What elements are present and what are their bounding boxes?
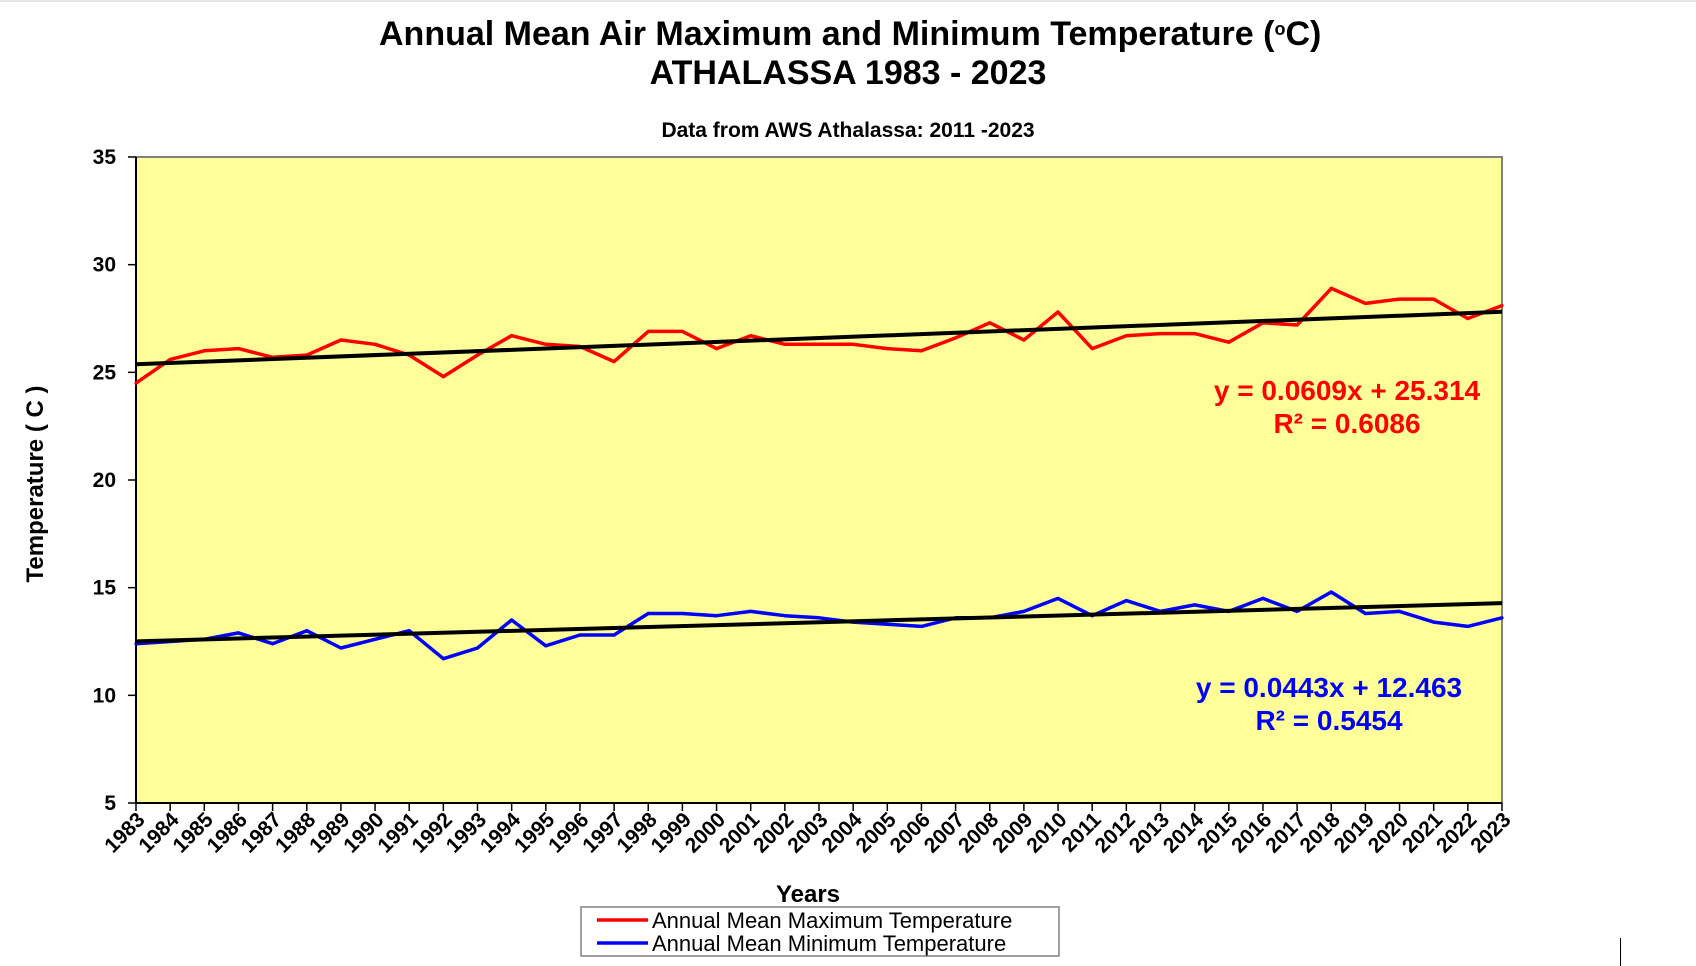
data-point bbox=[1124, 598, 1128, 603]
data-point bbox=[373, 637, 377, 641]
top-divider bbox=[0, 0, 1696, 2]
y-tick-label: 25 bbox=[93, 361, 117, 384]
chart-title-line2: ATHALASSA 1983 - 2023 bbox=[650, 54, 1047, 92]
chart-title-line1: Annual Mean Air Maximum and Minimum Temp… bbox=[379, 15, 1321, 53]
data-point bbox=[1193, 603, 1197, 607]
data-point bbox=[1227, 340, 1231, 344]
y-tick-label: 35 bbox=[93, 146, 117, 169]
data-point bbox=[646, 611, 650, 616]
x-axis-title: Years bbox=[776, 881, 840, 908]
data-point bbox=[1022, 609, 1026, 613]
data-point bbox=[817, 342, 821, 346]
trendline-min bbox=[135, 601, 1503, 644]
data-point bbox=[339, 646, 343, 650]
data-point bbox=[1158, 331, 1163, 336]
data-point bbox=[510, 334, 514, 338]
min-trend-r2: R² = 0.5454 bbox=[1255, 705, 1403, 736]
y-tick-label: 10 bbox=[93, 684, 116, 707]
data-point bbox=[1090, 347, 1094, 351]
data-point bbox=[305, 629, 309, 633]
data-point bbox=[1329, 590, 1333, 594]
min-trend-equation: y = 0.0443x + 12.463 bbox=[1196, 672, 1462, 703]
max-trend-r2: R² = 0.6086 bbox=[1273, 408, 1420, 439]
data-point bbox=[544, 644, 548, 648]
trendline-max bbox=[135, 309, 1503, 367]
data-point bbox=[919, 624, 924, 629]
data-point bbox=[749, 609, 753, 613]
y-axis: 5 10 15 20 25 30 35 bbox=[93, 146, 137, 815]
data-point bbox=[1397, 297, 1402, 301]
data-point bbox=[373, 342, 377, 346]
y-tick-label: 15 bbox=[93, 577, 117, 600]
data-point bbox=[749, 334, 753, 338]
data-point bbox=[1363, 301, 1367, 306]
chart-subtitle: Data from AWS Athalassa: 2011 -2023 bbox=[661, 119, 1034, 142]
data-point bbox=[1466, 624, 1470, 629]
x-tick-label: 2023 bbox=[1466, 808, 1515, 857]
data-point bbox=[134, 381, 138, 385]
data-point bbox=[988, 321, 992, 325]
x-axis: 1983198419851986198719881989199019911992… bbox=[100, 802, 1516, 858]
data-point bbox=[1261, 596, 1265, 601]
data-point bbox=[1056, 596, 1060, 601]
data-point bbox=[1056, 310, 1060, 314]
data-point bbox=[168, 357, 172, 362]
data-point bbox=[1022, 338, 1026, 342]
data-point bbox=[578, 633, 582, 637]
data-point bbox=[1432, 297, 1436, 301]
max-trend-equation: y = 0.0609x + 25.314 bbox=[1214, 375, 1481, 406]
data-point bbox=[783, 342, 787, 346]
data-point bbox=[1363, 611, 1367, 616]
data-point bbox=[646, 329, 650, 334]
data-point bbox=[612, 359, 616, 364]
data-point bbox=[680, 329, 685, 334]
data-point bbox=[1193, 331, 1197, 336]
trendline-group bbox=[135, 309, 1503, 644]
data-point bbox=[1500, 616, 1504, 620]
data-point bbox=[714, 347, 719, 351]
data-point bbox=[1466, 316, 1470, 321]
data-point bbox=[885, 347, 889, 351]
data-point bbox=[1432, 620, 1436, 624]
data-point bbox=[714, 614, 719, 618]
data-point bbox=[475, 353, 480, 357]
data-point bbox=[1329, 286, 1333, 290]
legend-label-max: Annual Mean Maximum Temperature bbox=[652, 908, 1012, 933]
data-point bbox=[680, 611, 685, 616]
data-point bbox=[612, 633, 616, 637]
data-point bbox=[271, 642, 275, 646]
series-group bbox=[134, 286, 1504, 661]
data-point bbox=[236, 631, 241, 635]
data-point bbox=[954, 336, 958, 340]
legend-label-min: Annual Mean Minimum Temperature bbox=[652, 931, 1006, 956]
data-point bbox=[202, 349, 206, 353]
data-point bbox=[783, 614, 787, 618]
legend: Annual Mean Maximum Temperature Annual M… bbox=[580, 906, 1060, 957]
title-degree-sign: o bbox=[1274, 19, 1285, 39]
data-point bbox=[885, 622, 889, 626]
legend-box bbox=[580, 906, 1060, 957]
data-point bbox=[441, 657, 445, 661]
y-tick-label: 20 bbox=[93, 469, 116, 492]
data-point bbox=[1500, 303, 1504, 308]
data-point bbox=[1295, 323, 1299, 327]
data-point bbox=[475, 646, 480, 650]
text-cursor bbox=[1620, 938, 1621, 966]
data-point bbox=[441, 375, 445, 379]
data-point bbox=[407, 629, 411, 633]
y-axis-title: Temperature ( C ) bbox=[22, 386, 49, 583]
y-tick-label: 30 bbox=[93, 254, 116, 277]
data-point bbox=[236, 347, 241, 351]
data-point bbox=[1397, 609, 1402, 613]
y-tick-label: 5 bbox=[104, 792, 116, 815]
data-point bbox=[544, 342, 548, 346]
data-point bbox=[339, 338, 343, 342]
data-point bbox=[817, 616, 821, 620]
data-point bbox=[510, 618, 514, 622]
data-point bbox=[851, 342, 855, 346]
plot-area bbox=[135, 156, 1503, 804]
data-point bbox=[919, 349, 924, 353]
data-point bbox=[1124, 334, 1128, 338]
